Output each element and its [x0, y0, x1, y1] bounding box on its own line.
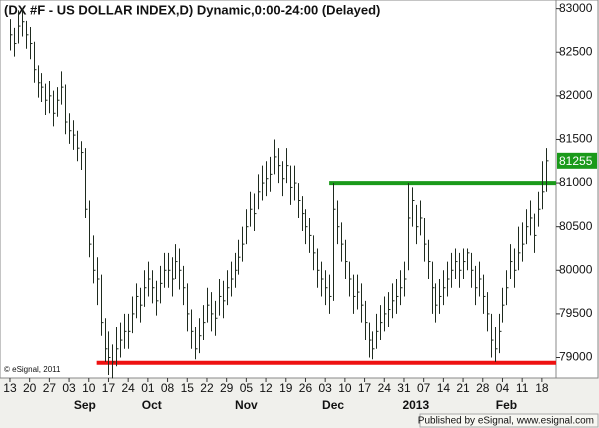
x-tick-label: 13: [3, 381, 17, 395]
x-tick-label: 28: [476, 381, 490, 395]
x-tick-label: 04: [496, 381, 510, 395]
x-tick-label: 17: [102, 381, 116, 395]
last-price-box: [557, 152, 597, 169]
chart-title: (DX #F - US DOLLAR INDEX,D) Dynamic,0:00…: [4, 2, 380, 17]
x-tick-label: 20: [23, 381, 37, 395]
y-tick-label: 82500: [559, 44, 593, 58]
y-tick-label: 79000: [559, 350, 593, 364]
x-tick-label: 10: [338, 381, 352, 395]
footer-box: [419, 413, 599, 428]
month-label: Dec: [322, 398, 344, 412]
month-label: Sep: [74, 398, 96, 412]
x-tick-label: 03: [318, 381, 332, 395]
month-label: 2013: [402, 398, 429, 412]
x-tick-label: 14: [437, 381, 451, 395]
x-tick-label: 12: [259, 381, 273, 395]
x-tick-label: 03: [62, 381, 76, 395]
x-tick-label: 08: [161, 381, 175, 395]
footer: Published by eSignal, www.esignal.com: [418, 416, 594, 427]
y-tick-label: 82000: [559, 88, 593, 102]
y-tick-label: 81000: [559, 175, 593, 189]
x-tick-label: 07: [417, 381, 431, 395]
y-tick-label: 80500: [559, 219, 593, 233]
y-tick-label: 80000: [559, 262, 593, 276]
x-tick-label: 17: [358, 381, 372, 395]
copyright: © eSignal, 2011: [4, 365, 61, 374]
x-tick-label: 21: [456, 381, 470, 395]
x-tick-label: 31: [397, 381, 411, 395]
x-tick-label: 29: [220, 381, 234, 395]
x-tick-label: 27: [43, 381, 57, 395]
x-tick-label: 19: [279, 381, 293, 395]
x-tick-label: 01: [141, 381, 155, 395]
last-price-label: 81255: [559, 154, 593, 168]
month-label: Feb: [496, 398, 517, 412]
y-tick-label: 83000: [559, 1, 593, 15]
x-tick-label: 10: [82, 381, 96, 395]
y-tick-label: 81500: [559, 132, 593, 146]
y-tick-label: 79500: [559, 306, 593, 320]
x-tick-label: 05: [240, 381, 254, 395]
price-axis-panel: [555, 0, 599, 379]
x-tick-label: 11: [516, 381, 529, 395]
x-tick-label: 15: [181, 381, 195, 395]
plot-area: [0, 0, 557, 379]
x-tick-label: 26: [299, 381, 313, 395]
x-tick-label: 18: [535, 381, 549, 395]
month-label: Oct: [142, 398, 162, 412]
x-tick-label: 24: [121, 381, 135, 395]
x-tick-label: 22: [200, 381, 214, 395]
month-label: Nov: [235, 398, 258, 412]
x-tick-label: 24: [378, 381, 392, 395]
